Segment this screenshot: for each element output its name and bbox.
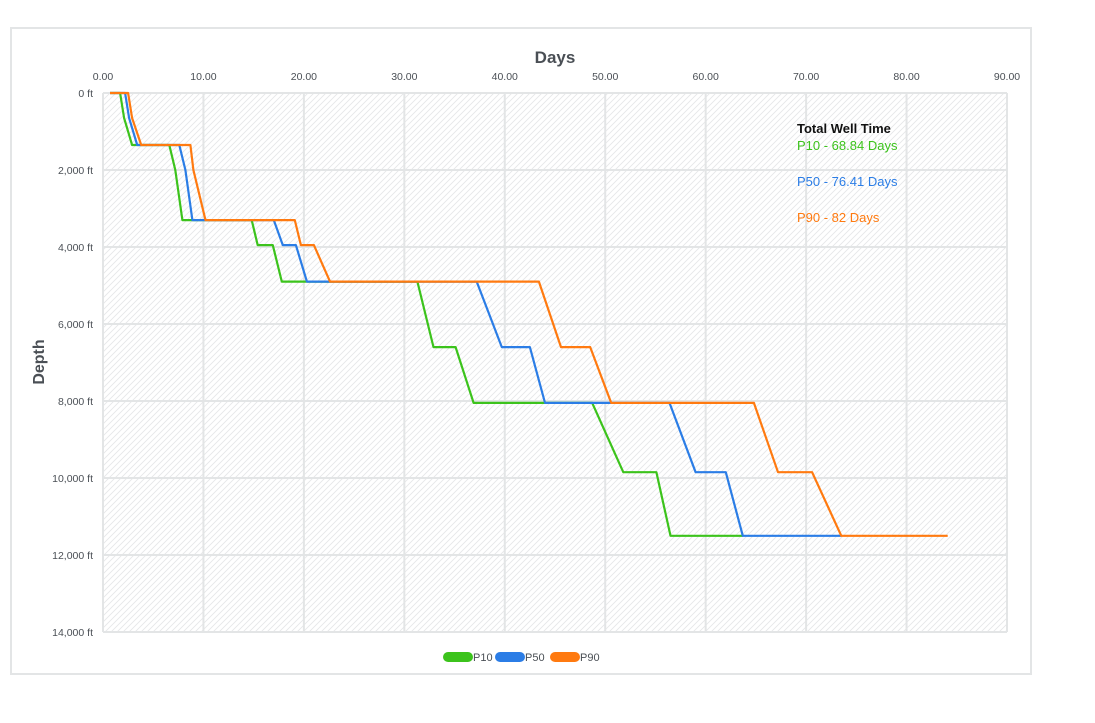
series-layer xyxy=(110,91,948,537)
legend-swatch-p90 xyxy=(550,652,580,662)
x-tick-label: 10.00 xyxy=(190,71,216,83)
chart-svg: 0.00 10.00 20.00 30.00 40.00 50.00 60.00 70.00 8… xyxy=(31,48,1021,664)
x-tick-label: 50.00 xyxy=(592,71,618,83)
legend-swatch-p10 xyxy=(443,652,473,662)
series-line-p90 xyxy=(110,91,948,537)
x-tick-label: 20.00 xyxy=(291,71,317,83)
annotation-p90: P90 - 82 Days xyxy=(797,210,880,225)
plot-area xyxy=(103,93,1007,632)
x-axis-title: Days xyxy=(535,48,576,67)
x-tick-label: 60.00 xyxy=(693,71,719,83)
y-axis-ticks: 0 ft 2,000 ft 4,000 ft 6,000 ft 8,000 ft 10,0… xyxy=(52,88,93,639)
y-axis-title: Depth xyxy=(31,339,48,384)
y-tick-label: 10,000 ft xyxy=(52,473,93,485)
x-tick-label: 30.00 xyxy=(391,71,417,83)
annotation-p10: P10 - 68.84 Days xyxy=(797,138,898,153)
x-tick-label: 0.00 xyxy=(93,71,114,83)
legend-label-p50: P50 xyxy=(525,652,545,664)
y-tick-label: 2,000 ft xyxy=(58,165,93,177)
grid xyxy=(102,92,1008,633)
y-tick-label: 4,000 ft xyxy=(58,242,93,254)
y-tick-label: 12,000 ft xyxy=(52,550,93,562)
legend-swatch-p50 xyxy=(495,652,525,662)
x-tick-label: 40.00 xyxy=(492,71,518,83)
y-tick-label: 6,000 ft xyxy=(58,319,93,331)
y-tick-label: 8,000 ft xyxy=(58,396,93,408)
legend-label-p10: P10 xyxy=(473,652,493,664)
x-axis-ticks: 0.00 10.00 20.00 30.00 40.00 50.00 60.00 70.00 8… xyxy=(93,71,1021,83)
x-tick-label: 90.00 xyxy=(994,71,1020,83)
x-tick-label: 70.00 xyxy=(793,71,819,83)
chart-frame: 0.00 10.00 20.00 30.00 40.00 50.00 60.00 70.00 8… xyxy=(10,27,1032,675)
total-well-time-annotation: Total Well Time P10 - 68.84 Days P50 - 7… xyxy=(797,121,898,225)
y-tick-label: 14,000 ft xyxy=(52,627,93,639)
x-tick-label: 80.00 xyxy=(893,71,919,83)
annotation-title: Total Well Time xyxy=(797,121,891,136)
legend: P10 P50 P90 xyxy=(443,652,600,664)
y-tick-label: 0 ft xyxy=(78,88,93,100)
annotation-p50: P50 - 76.41 Days xyxy=(797,174,898,189)
legend-label-p90: P90 xyxy=(580,652,600,664)
